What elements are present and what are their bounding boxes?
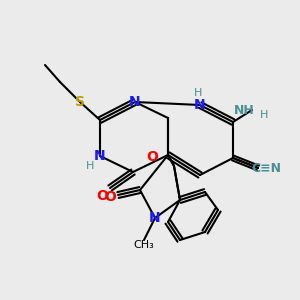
Text: NH: NH xyxy=(234,103,254,116)
Text: H: H xyxy=(194,88,202,98)
Text: N: N xyxy=(129,95,141,109)
Text: S: S xyxy=(75,95,85,109)
Text: N: N xyxy=(94,149,106,163)
Text: O: O xyxy=(104,190,116,204)
Text: H: H xyxy=(260,110,268,120)
Text: CH₃: CH₃ xyxy=(134,240,154,250)
Text: N: N xyxy=(194,98,206,112)
Text: O: O xyxy=(146,150,158,164)
Text: C≡N: C≡N xyxy=(251,161,281,175)
Text: H: H xyxy=(86,161,94,171)
Text: N: N xyxy=(149,211,161,225)
Text: O: O xyxy=(96,189,108,203)
